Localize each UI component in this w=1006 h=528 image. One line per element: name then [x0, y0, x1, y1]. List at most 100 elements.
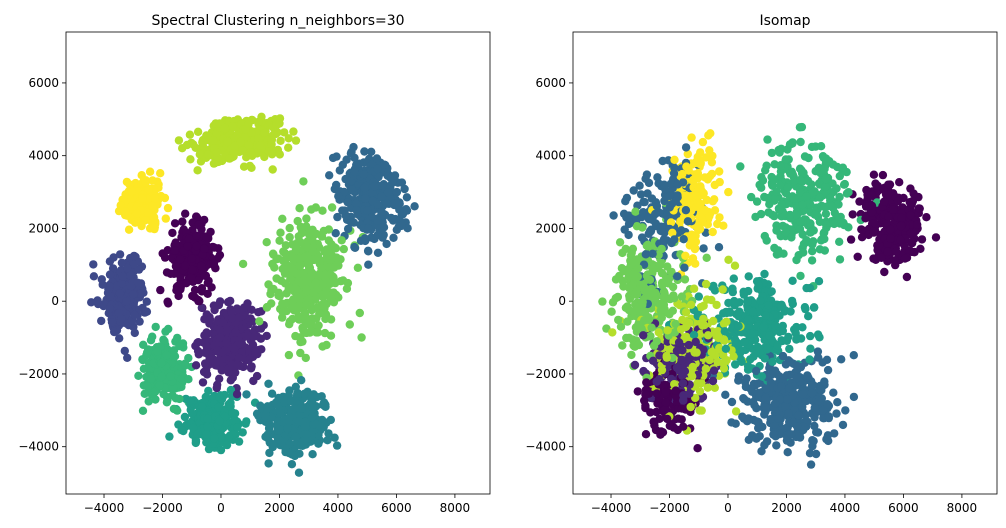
data-point [663, 326, 672, 335]
data-point [809, 436, 818, 446]
data-point [217, 354, 226, 364]
data-point [125, 180, 134, 189]
data-point [332, 441, 342, 450]
data-point [295, 410, 305, 420]
data-point [188, 265, 197, 275]
x-tick-label: 0 [217, 501, 225, 515]
data-point [331, 229, 340, 238]
data-point [181, 209, 190, 218]
data-point [753, 342, 762, 352]
data-point [134, 265, 144, 274]
data-point [377, 207, 386, 217]
data-point [634, 340, 644, 350]
data-point [769, 430, 778, 439]
data-point [627, 350, 636, 360]
data-point [126, 281, 136, 291]
data-point [686, 300, 696, 309]
data-point [276, 228, 285, 237]
data-point [178, 144, 187, 153]
data-point [215, 416, 224, 426]
data-point [849, 351, 858, 360]
data-point [131, 218, 140, 227]
data-point [687, 133, 696, 142]
data-point [658, 428, 668, 437]
data-point [689, 330, 699, 340]
data-point [816, 142, 826, 151]
data-point [802, 283, 811, 293]
data-point [264, 379, 273, 388]
data-point [373, 248, 383, 257]
data-point [754, 423, 763, 433]
data-point [291, 246, 300, 255]
data-point [173, 333, 182, 343]
data-point [832, 184, 841, 193]
data-point [697, 379, 706, 388]
data-point [659, 236, 669, 246]
data-point [796, 137, 805, 147]
data-point [708, 376, 718, 386]
data-point [829, 160, 838, 169]
data-point [208, 136, 218, 145]
data-point [677, 292, 687, 301]
data-point [731, 407, 741, 416]
data-point [725, 307, 734, 316]
data-point [289, 303, 298, 312]
data-point [890, 256, 899, 265]
data-point [290, 451, 299, 461]
data-point [820, 234, 829, 244]
data-point [272, 400, 282, 409]
data-point [285, 413, 294, 422]
data-point [268, 165, 277, 174]
data-point [897, 213, 906, 223]
data-point [678, 356, 687, 365]
data-point [389, 233, 398, 242]
data-point [886, 234, 895, 243]
data-point [363, 206, 372, 215]
data-point [608, 298, 618, 307]
subplot-isomap: Isomap −4000 −2000 0 2000 4000 6000 8000−4000−… [525, 13, 998, 515]
data-point [227, 313, 237, 323]
data-point [743, 297, 752, 306]
data-point [249, 332, 258, 341]
data-point [168, 228, 177, 238]
data-point [332, 180, 341, 190]
data-point [835, 237, 844, 246]
data-point [761, 403, 770, 412]
data-point [714, 243, 724, 252]
data-point [849, 392, 859, 402]
data-point [197, 261, 206, 271]
data-point [660, 405, 669, 415]
data-point [783, 183, 793, 192]
data-point [762, 345, 772, 354]
data-point [639, 208, 648, 217]
data-point [218, 318, 228, 327]
data-point [216, 445, 226, 455]
data-point [731, 419, 740, 428]
data-point [93, 296, 102, 305]
data-point [703, 331, 713, 340]
data-point [615, 238, 625, 247]
data-point [713, 219, 722, 229]
data-point [629, 269, 638, 279]
data-point [821, 209, 831, 219]
data-point [360, 183, 369, 193]
data-point [297, 228, 306, 238]
data-point [143, 348, 152, 357]
data-point [671, 392, 681, 401]
data-point [729, 274, 738, 283]
data-point [186, 155, 195, 164]
data-point [660, 380, 669, 390]
data-point [97, 316, 106, 326]
data-point [707, 295, 716, 305]
data-point [353, 263, 363, 272]
data-point [747, 192, 756, 202]
data-point [215, 392, 224, 401]
data-point [796, 217, 805, 227]
data-point [321, 270, 330, 279]
data-point [192, 231, 201, 240]
data-point [302, 214, 311, 223]
data-point [190, 285, 200, 295]
data-point [814, 397, 823, 406]
data-point [233, 423, 242, 432]
data-point [286, 284, 295, 293]
